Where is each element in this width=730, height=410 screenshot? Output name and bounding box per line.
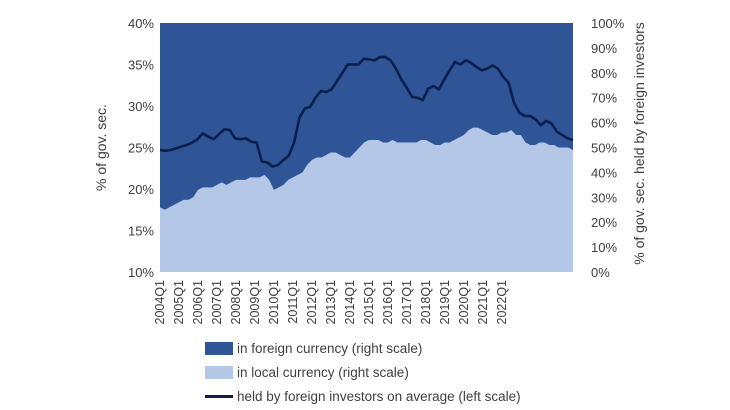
legend-label-foreign-currency: in foreign currency (right scale)	[237, 340, 423, 356]
y-right-tick-label: 50%	[591, 141, 617, 156]
x-tick-label: 2019Q1	[438, 280, 452, 325]
x-tick-label: 2005Q1	[172, 280, 186, 325]
x-tick-label: 2015Q1	[362, 280, 376, 325]
legend-label-held-by-foreign: held by foreign investors on average (le…	[237, 388, 521, 404]
area-local-currency	[160, 127, 573, 272]
y-left-tick-label: 35%	[128, 58, 154, 73]
y-right-tick-label: 100%	[591, 16, 625, 31]
line-held-by-foreign	[159, 55, 574, 168]
y-right-axis-title: % of gov. sec. held by foreign investors	[631, 22, 647, 265]
legend-item-foreign-currency: in foreign currency (right scale)	[205, 336, 605, 360]
y-right-tick-label: 0%	[591, 265, 610, 280]
y-right-tick-label: 60%	[591, 116, 617, 131]
y-right-tick-label: 90%	[591, 41, 617, 56]
legend-swatch-foreign-currency	[205, 341, 233, 355]
legend: in foreign currency (right scale) in loc…	[205, 336, 605, 408]
y-right-tick-label: 80%	[591, 66, 617, 81]
legend-item-held-by-foreign: held by foreign investors on average (le…	[205, 384, 605, 408]
x-tick-label: 2004Q1	[153, 280, 167, 325]
x-tick-label: 2018Q1	[419, 280, 433, 325]
y-right-tick-label: 30%	[591, 190, 617, 205]
x-tick-label: 2008Q1	[229, 280, 243, 325]
y-left-tick-label: 40%	[128, 16, 154, 31]
x-tick-label: 2016Q1	[381, 280, 395, 325]
x-tick-label: 2022Q1	[495, 280, 509, 325]
y-left-axis-title: % of gov. sec.	[93, 104, 109, 191]
x-tick-label: 2007Q1	[210, 280, 224, 325]
x-tick-label: 2017Q1	[400, 280, 414, 325]
x-tick-label: 2013Q1	[324, 280, 338, 325]
y-left-tick-label: 30%	[128, 99, 154, 114]
x-tick-label: 2020Q1	[457, 280, 471, 325]
legend-line-held-by-foreign	[205, 394, 233, 398]
x-tick-label: 2014Q1	[343, 280, 357, 325]
x-tick-label: 2009Q1	[248, 280, 262, 325]
y-left-tick-label: 20%	[128, 182, 154, 197]
legend-swatch-local-currency	[205, 365, 233, 379]
y-right-tick-label: 20%	[591, 215, 617, 230]
y-left-tick-label: 15%	[128, 224, 154, 239]
y-right-tick-label: 40%	[591, 165, 617, 180]
x-tick-label: 2010Q1	[267, 280, 281, 325]
x-tick-label: 2006Q1	[191, 280, 205, 325]
legend-item-local-currency: in local currency (right scale)	[205, 360, 605, 384]
y-left-tick-label: 25%	[128, 141, 154, 156]
legend-label-local-currency: in local currency (right scale)	[237, 364, 409, 380]
x-tick-label: 2012Q1	[305, 280, 319, 325]
y-right-tick-label: 10%	[591, 240, 617, 255]
x-tick-label: 2021Q1	[476, 280, 490, 325]
x-tick-label: 2011Q1	[286, 280, 300, 324]
y-right-tick-label: 70%	[591, 91, 617, 106]
y-left-tick-label: 10%	[128, 265, 154, 280]
